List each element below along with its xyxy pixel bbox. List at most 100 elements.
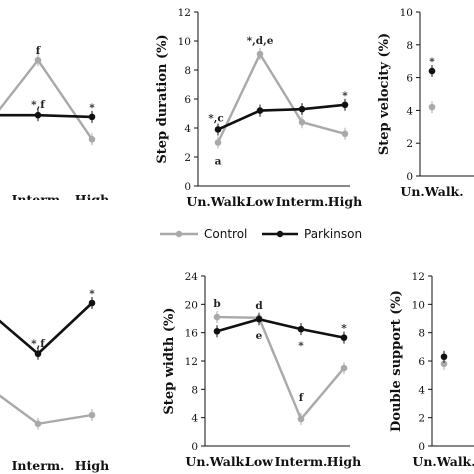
series-line	[0, 113, 93, 119]
series-line	[0, 302, 93, 356]
legend-control-marker	[175, 230, 183, 238]
data-point	[298, 118, 306, 126]
y-tick-label: 12	[412, 271, 425, 283]
y-tick-label: 0	[191, 441, 198, 453]
significance-label: *	[342, 90, 348, 102]
significance-label: *,f	[31, 99, 46, 111]
x-category-label: Un.Walk.	[185, 454, 248, 469]
step-velocity-series-parkinson	[428, 65, 436, 78]
data-point	[213, 327, 221, 335]
step-duration-y-axis-title: Step duration (%)	[155, 34, 170, 163]
data-point	[256, 50, 264, 58]
data-point	[213, 313, 221, 321]
legend-parkinson-label: Parkinson	[304, 227, 362, 241]
data-point	[297, 325, 305, 333]
data-point	[428, 103, 436, 111]
data-point	[214, 139, 222, 146]
data-point	[88, 135, 96, 143]
data-point	[34, 56, 42, 64]
y-tick-label: 0	[184, 181, 191, 193]
series-line	[0, 394, 93, 426]
y-tick-label: 4	[406, 105, 413, 117]
x-category-label: Un.Walk.	[186, 194, 249, 209]
x-category-label: High	[327, 454, 361, 469]
significance-label: *	[341, 323, 347, 335]
data-point	[340, 364, 348, 372]
data-point	[255, 315, 263, 323]
significance-label: *	[298, 340, 304, 352]
significance-label: a	[215, 156, 222, 168]
data-point	[341, 130, 349, 138]
step-cadence-series-parkinson	[0, 297, 96, 360]
data-point	[88, 299, 96, 307]
y-tick-label: 0	[406, 171, 413, 183]
y-tick-label: 0	[418, 441, 425, 453]
step-length-series-control	[0, 54, 96, 146]
data-point	[88, 411, 96, 419]
data-point	[34, 350, 42, 358]
y-tick-label: 6	[406, 73, 413, 85]
y-tick-label: 2	[418, 413, 425, 425]
data-point	[440, 353, 448, 361]
data-point	[340, 334, 348, 341]
double-support-series-parkinson	[440, 350, 448, 363]
y-tick-label: 8	[191, 384, 198, 396]
data-point	[34, 420, 42, 428]
data-point	[297, 415, 305, 423]
data-point	[88, 113, 96, 121]
significance-label: b	[213, 298, 220, 310]
x-category-label: High	[75, 458, 109, 473]
y-tick-label: 8	[184, 65, 191, 77]
x-category-label: Un.Walk.	[412, 454, 474, 469]
step-cadence-series-control	[0, 394, 96, 430]
series-line	[216, 51, 346, 144]
x-category-label: Low	[245, 454, 274, 469]
data-point	[341, 101, 349, 109]
x-category-label: High	[328, 194, 362, 209]
significance-label: *,d,e	[247, 35, 274, 47]
step-cadence-panel: Interm.Highe*,f*	[0, 288, 109, 473]
data-point	[440, 360, 448, 368]
data-point	[34, 111, 42, 119]
data-point	[298, 105, 306, 113]
data-point	[428, 67, 436, 75]
y-tick-label: 24	[185, 271, 199, 283]
y-tick-label: 4	[184, 123, 191, 135]
y-tick-label: 16	[185, 328, 199, 340]
step-width-panel: 0 4 8 12 16 20 24 Step width (%) Un.Walk.Low Inte…	[162, 271, 361, 469]
series-line	[0, 58, 93, 140]
series-line	[217, 103, 346, 131]
significance-label: *,c	[208, 112, 224, 124]
step-width-series-parkinson	[213, 313, 348, 344]
step-velocity-panel: 0 2 4 6 8 10 Step velocity (%) Un.Walk. *	[377, 7, 474, 199]
significance-label: f	[299, 392, 305, 404]
step-duration-series-control	[214, 48, 349, 149]
significance-label: *	[89, 102, 95, 114]
x-category-label: Interm.	[275, 454, 328, 469]
y-tick-label: 8	[418, 328, 425, 340]
step-velocity-series-control	[428, 101, 436, 114]
series-line	[216, 315, 345, 422]
step-length-panel: Interm. High f *,f *	[0, 45, 109, 200]
legend: Control Parkinson	[160, 227, 362, 241]
double-support-y-axis-title: Double support (%)	[389, 290, 404, 432]
double-support-panel: 0 2 4 6 8 10 12 Double support (%) Un.Walk.	[389, 271, 474, 469]
x-category-label: Low	[246, 194, 275, 209]
series-line	[216, 317, 345, 339]
step-width-series-control	[213, 311, 348, 426]
y-tick-label: 6	[184, 94, 191, 106]
y-tick-label: 2	[406, 138, 413, 150]
legend-parkinson-marker	[276, 230, 284, 238]
y-tick-label: 6	[418, 356, 425, 368]
y-tick-label: 12	[178, 7, 191, 19]
step-width-y-axis-title: Step width (%)	[162, 307, 177, 414]
significance-label: e	[256, 330, 263, 342]
step-duration-series-parkinson	[214, 98, 349, 136]
y-tick-label: 4	[191, 413, 198, 425]
y-tick-label: 2	[184, 152, 191, 164]
y-tick-label: 10	[178, 36, 191, 48]
y-tick-label: 10	[400, 7, 413, 19]
x-category-label: Interm.	[276, 194, 329, 209]
